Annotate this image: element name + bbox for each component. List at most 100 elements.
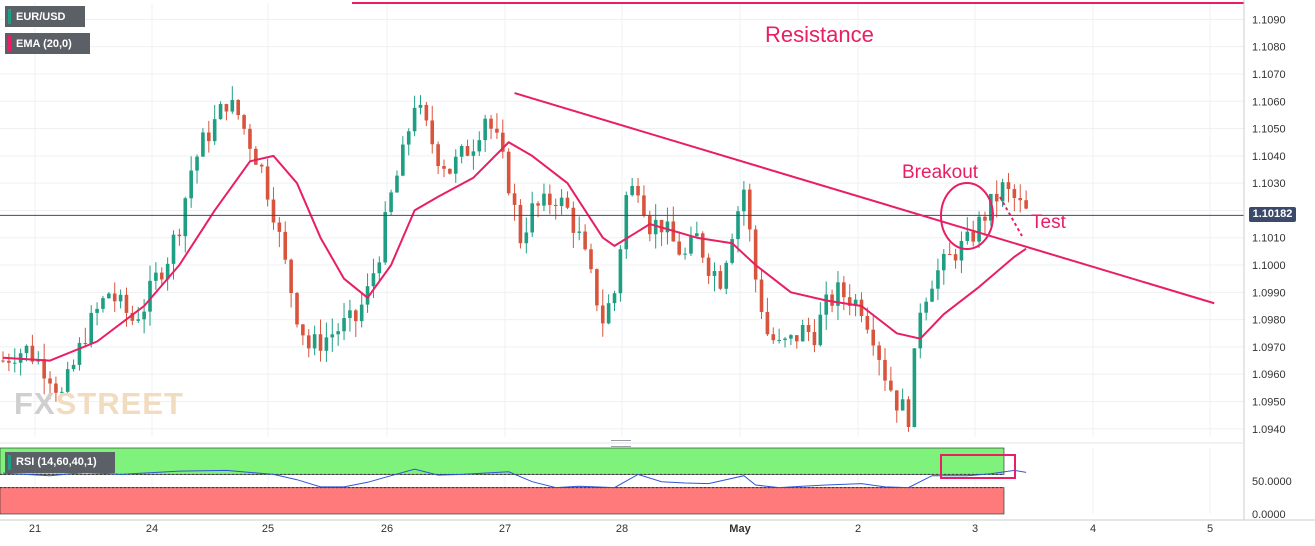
candle-body (824, 294, 828, 315)
candle-body (7, 360, 11, 363)
ema-line (2, 141, 1027, 362)
candle-body (947, 254, 952, 256)
candle-body (742, 189, 746, 212)
candle-body (583, 231, 587, 250)
candle-body (894, 390, 899, 411)
candle-body (207, 132, 211, 142)
y-tick-label: 1.0940 (1252, 424, 1286, 436)
candle-body (642, 195, 646, 216)
candle-body (501, 132, 505, 152)
candle-body (818, 314, 823, 346)
ema-layer (0, 141, 1244, 362)
candle-body (277, 222, 282, 232)
candle-body (812, 331, 817, 346)
candle-body (730, 239, 734, 263)
candle-body (536, 203, 540, 206)
candle-body (448, 168, 452, 174)
axes: 21 24 25 26 27 28 May 2 3 4 5 1.1090 1.1080 1.1070 1.1… (0, 0, 1315, 535)
candle-body (354, 310, 358, 322)
candle-body (871, 329, 876, 346)
watermark-fx: FX (14, 386, 56, 421)
candle-body (953, 254, 958, 261)
candle-body (142, 311, 146, 320)
candlesticks (1, 86, 1028, 432)
candle-body (330, 334, 335, 338)
candle-body (148, 280, 152, 312)
candle-body (1024, 200, 1028, 209)
symbol-tag[interactable]: EUR/USD (5, 6, 85, 27)
x-tick-label: 25 (262, 523, 274, 535)
candle-body (283, 231, 288, 260)
x-tick-label: 28 (616, 523, 628, 535)
candle-body (530, 203, 534, 233)
candle-body (359, 304, 364, 322)
rsi-tick-label: 50.0000 (1252, 476, 1292, 488)
panel-resize-handle[interactable] (611, 440, 631, 447)
current-price-badge: 1.10182 (1249, 207, 1296, 222)
x-tick-label: 5 (1207, 523, 1213, 535)
candle-body (606, 303, 611, 324)
candle-body (236, 99, 240, 116)
x-tick-label: 27 (499, 523, 511, 535)
candle-body (765, 311, 770, 335)
candle-body (936, 270, 940, 289)
candle-body (806, 325, 811, 332)
breakout-annotation: Breakout (902, 162, 979, 183)
fxstreet-watermark: FXSTREET (14, 386, 184, 422)
candle-body (389, 192, 393, 213)
x-tick-label: 4 (1090, 523, 1096, 535)
candle-body (695, 233, 699, 237)
symbol-marker-icon (8, 9, 11, 24)
rsi-line (2, 468, 1027, 489)
candle-body (636, 186, 640, 196)
y-tick-label: 1.1080 (1252, 42, 1286, 54)
candle-body (442, 166, 446, 169)
candle-body (230, 99, 235, 112)
indicator-marker-icon (8, 36, 11, 51)
y-tick-label: 1.0950 (1252, 397, 1286, 409)
candle-body (571, 207, 576, 233)
x-tick-label: 21 (29, 523, 41, 535)
candle-body (342, 318, 346, 332)
candle-body (65, 369, 70, 392)
rsi-label-badge[interactable]: RSI (14,60,40,1) (5, 452, 115, 473)
resistance-annotation: Resistance (765, 22, 874, 47)
candle-body (477, 140, 482, 152)
candle-body (377, 262, 382, 274)
y-tick-label: 1.1030 (1252, 178, 1286, 190)
candle-body (24, 345, 29, 354)
candle-body (459, 146, 464, 157)
candle-body (712, 271, 717, 276)
indicator-tag[interactable]: EMA (20,0) (5, 33, 90, 54)
candle-body (336, 331, 340, 335)
candle-body (589, 249, 593, 270)
x-tick-label: 26 (381, 523, 393, 535)
candle-body (800, 325, 805, 342)
rsi-highlight-box (940, 454, 1016, 479)
candle-body (906, 399, 911, 428)
candle-body (971, 231, 975, 242)
candle-body (324, 337, 329, 351)
rsi-tick-label: 0.0000 (1252, 509, 1286, 521)
descending-trendline (514, 92, 1215, 305)
candle-body (365, 286, 370, 305)
x-tick-label: 3 (972, 523, 978, 535)
candle-body (12, 362, 17, 364)
candle-body (112, 293, 117, 302)
candle-body (912, 348, 917, 428)
candle-body (412, 107, 417, 132)
candle-body (295, 293, 299, 325)
candle-body (553, 204, 558, 207)
candle-body (624, 195, 629, 250)
candle-body (577, 231, 582, 233)
candle-body (171, 234, 176, 264)
candle-body (548, 193, 552, 205)
rsi-oversold-zone (0, 487, 1005, 515)
candle-body (677, 241, 681, 255)
candle-body (71, 364, 76, 370)
candle-body (506, 151, 511, 194)
test-arrow (999, 196, 1023, 237)
test-annotation: Test (1031, 212, 1066, 233)
candle-body (512, 193, 517, 205)
